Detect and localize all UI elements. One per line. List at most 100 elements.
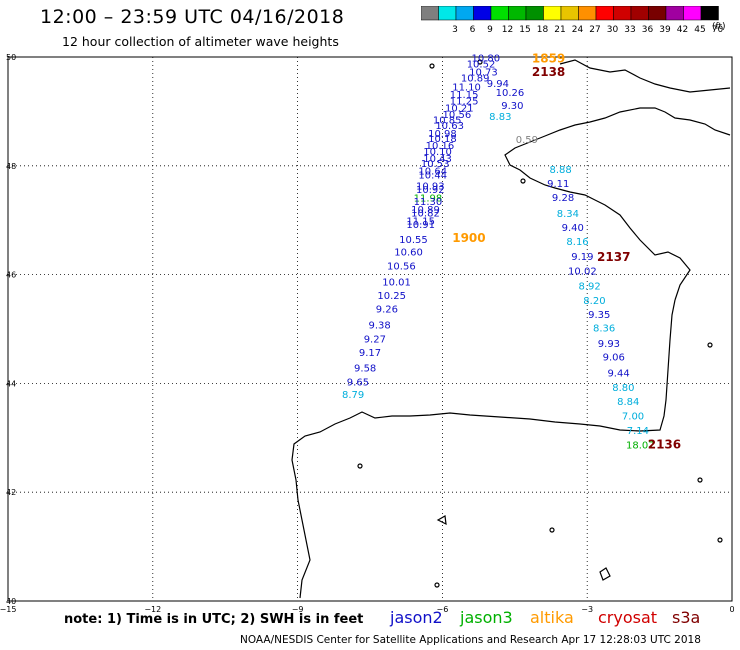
island bbox=[429, 63, 435, 69]
coastline-france bbox=[504, 107, 731, 301]
island bbox=[717, 537, 723, 543]
swh-value: 9.28 bbox=[552, 193, 574, 204]
map-subtitle: 12 hour collection of altimeter wave hei… bbox=[62, 34, 339, 49]
swh-value: 10.21 bbox=[445, 103, 474, 114]
island bbox=[697, 477, 703, 483]
swh-value: 9.26 bbox=[376, 305, 398, 316]
color-scale-bar: 3 6 9 12 15 18 21 24 27 30 33 36 39 42 45 70 bbox=[421, 6, 723, 34]
lon-tick-label: −15 bbox=[0, 605, 16, 614]
color-bin-label: 21 bbox=[554, 25, 565, 34]
swh-value: 8.36 bbox=[593, 324, 615, 335]
swh-value: 11.10 bbox=[452, 83, 481, 94]
credit-footer: NOAA/NESDIS Center for Satellite Applica… bbox=[240, 634, 701, 646]
lat-tick-label: 46 bbox=[6, 271, 16, 280]
swh-value: 10.93 bbox=[416, 182, 445, 193]
island bbox=[599, 567, 611, 581]
lon-tick-label: −9 bbox=[292, 605, 304, 614]
map-title: 12:00 – 23:59 UTC 04/16/2018 bbox=[40, 6, 345, 28]
pass-time-label: 1859 bbox=[532, 51, 565, 65]
lon-tick-label: 0 bbox=[729, 605, 734, 614]
coastline bbox=[291, 59, 731, 599]
swh-value: 9.58 bbox=[354, 363, 376, 374]
coastline-iberia bbox=[291, 299, 676, 599]
color-scale-unit: (ft) bbox=[712, 22, 726, 32]
legend-jason2: jason2 bbox=[390, 608, 443, 627]
swh-value: 10.55 bbox=[399, 235, 428, 246]
color-bin-label: 24 bbox=[572, 25, 584, 34]
color-bin-label: 45 bbox=[694, 25, 705, 34]
map-note: note: 1) Time is in UTC; 2) SWH is in fe… bbox=[64, 612, 364, 627]
island bbox=[477, 59, 483, 65]
color-bin-label: 27 bbox=[589, 25, 600, 34]
swh-value: 10.98 bbox=[428, 129, 457, 140]
swh-value: 10.26 bbox=[496, 88, 525, 99]
island bbox=[357, 463, 363, 469]
swh-value: 9.11 bbox=[547, 179, 569, 190]
swh-value: 10.44 bbox=[418, 170, 447, 181]
color-bin-label: 15 bbox=[519, 25, 530, 34]
pass-time-label: 1900 bbox=[452, 231, 485, 245]
swh-value: 10.56 bbox=[443, 110, 472, 121]
swh-value: 10.60 bbox=[394, 248, 423, 259]
pass-time-label: 2136 bbox=[648, 438, 681, 452]
color-bin-label: 39 bbox=[659, 25, 671, 34]
pass-time-label: 2138 bbox=[532, 65, 565, 79]
swh-value: 8.79 bbox=[342, 390, 364, 401]
swh-value: 10.10 bbox=[423, 147, 452, 158]
map-frame bbox=[7, 56, 733, 602]
island bbox=[707, 342, 713, 348]
graticule bbox=[7, 56, 733, 602]
swh-value: 10.91 bbox=[406, 220, 435, 231]
island bbox=[520, 178, 526, 184]
swh-value: 9.94 bbox=[487, 79, 509, 90]
island bbox=[549, 527, 555, 533]
lon-tick-label: −6 bbox=[437, 605, 449, 614]
color-bin-label: 6 bbox=[470, 25, 476, 34]
swh-value: 8.16 bbox=[566, 237, 588, 248]
lat-tick-label: 40 bbox=[6, 597, 16, 606]
color-bin-label: 33 bbox=[624, 25, 635, 34]
swh-value: 9.65 bbox=[347, 378, 369, 389]
lat-tick-label: 48 bbox=[6, 162, 16, 171]
pass-time-label: 2137 bbox=[597, 250, 630, 264]
color-bin-label: 3 bbox=[452, 25, 458, 34]
swh-value: 10.64 bbox=[418, 167, 447, 178]
swh-value: 11.30 bbox=[414, 197, 443, 208]
coastline-england bbox=[559, 59, 731, 93]
swh-value: 9.27 bbox=[364, 335, 386, 346]
swh-value: 10.63 bbox=[435, 121, 464, 132]
swh-value: 8.83 bbox=[489, 112, 511, 123]
swh-value: 8.34 bbox=[557, 209, 579, 220]
swh-value: 10.89 bbox=[461, 73, 490, 84]
swh-value: 11.98 bbox=[414, 194, 443, 205]
swh-value: 9.93 bbox=[598, 339, 620, 350]
legend-jason3: jason3 bbox=[460, 608, 513, 627]
swh-value: 7.14 bbox=[627, 426, 649, 437]
color-bin-label: 12 bbox=[502, 25, 513, 34]
swh-value: 9.38 bbox=[369, 320, 391, 331]
swh-value: 10.73 bbox=[469, 67, 498, 78]
swh-value: 10.01 bbox=[382, 277, 411, 288]
swh-value: 10.92 bbox=[416, 185, 445, 196]
swh-value: 11.15 bbox=[406, 217, 435, 228]
island bbox=[434, 582, 440, 588]
swh-value: 10.52 bbox=[467, 59, 496, 70]
color-bin bbox=[700, 6, 719, 21]
swh-value: 9.06 bbox=[603, 353, 625, 364]
legend-altika: altika bbox=[530, 608, 574, 627]
lon-tick-label: −3 bbox=[581, 605, 593, 614]
swh-value: 10.25 bbox=[377, 291, 406, 302]
swh-value: 10.82 bbox=[411, 208, 440, 219]
swh-value: 9.30 bbox=[501, 101, 523, 112]
lat-tick-label: 44 bbox=[6, 379, 16, 388]
lat-tick-label: 50 bbox=[6, 53, 16, 62]
color-bin-label: 18 bbox=[537, 25, 549, 34]
color-bin-label: 9 bbox=[487, 25, 493, 34]
swh-value: 18.07 bbox=[626, 441, 655, 452]
color-bin-label: 36 bbox=[642, 25, 654, 34]
swh-value: 9.19 bbox=[571, 252, 593, 263]
swh-value: 7.00 bbox=[622, 411, 644, 422]
swh-value: 10.43 bbox=[423, 154, 452, 165]
swh-value: 9.35 bbox=[588, 310, 610, 321]
